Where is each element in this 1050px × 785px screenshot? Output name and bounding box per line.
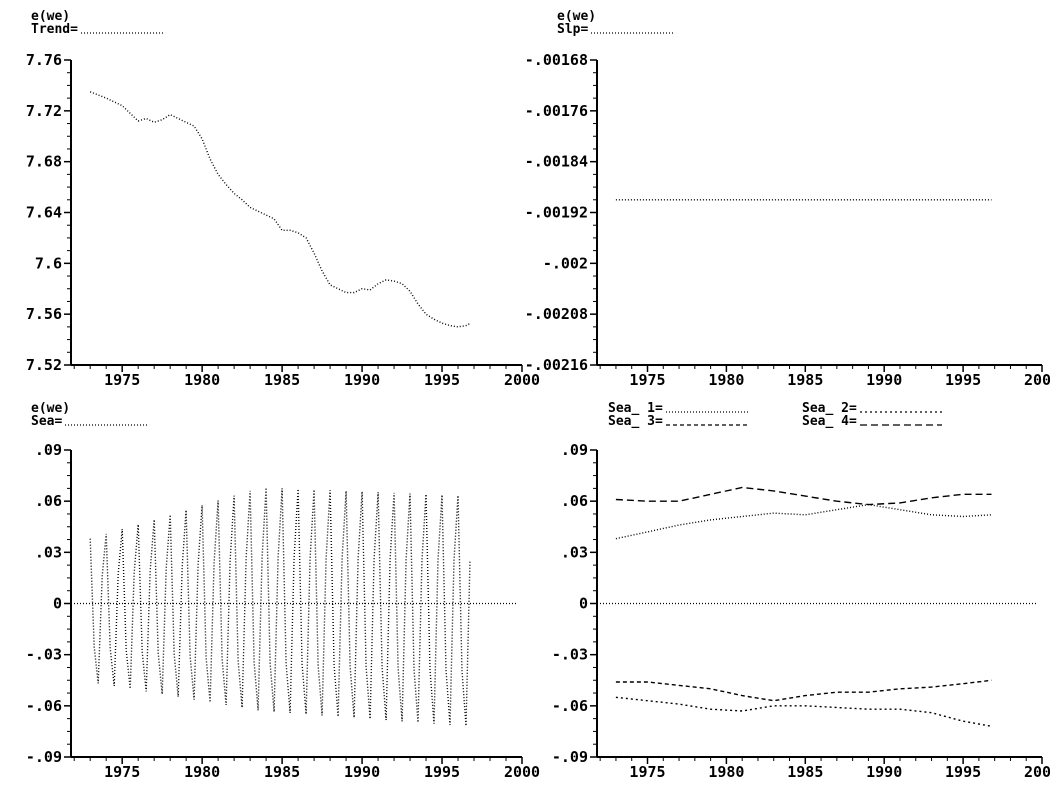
legend-label: Sea_ 3= bbox=[608, 414, 663, 429]
x-tick-label: 1975 bbox=[629, 371, 665, 389]
x-tick-label: 1985 bbox=[787, 371, 823, 389]
y-tick-label: 0 bbox=[53, 595, 62, 613]
y-tick-label: -.00208 bbox=[525, 305, 588, 323]
legend-label: Slp= bbox=[557, 22, 588, 37]
seasonal-series-line bbox=[89, 487, 471, 726]
y-tick-label: -.00216 bbox=[525, 356, 588, 374]
x-tick-label: 1980 bbox=[184, 763, 220, 781]
x-tick-label: 1990 bbox=[866, 763, 902, 781]
chart-header: e(we) bbox=[31, 9, 70, 24]
x-tick-label: 1985 bbox=[787, 763, 823, 781]
y-tick-label: -.09 bbox=[26, 748, 62, 766]
y-tick-label: .09 bbox=[35, 441, 62, 459]
y-tick-label: .03 bbox=[561, 543, 588, 561]
y-tick-label: -.06 bbox=[552, 697, 588, 715]
series-line-1 bbox=[89, 91, 472, 328]
x-tick-label: 1995 bbox=[945, 763, 981, 781]
x-tick-label: 1975 bbox=[104, 763, 140, 781]
chart-header: e(we) bbox=[31, 401, 70, 416]
y-tick-label: 7.52 bbox=[26, 356, 62, 374]
series-line-1 bbox=[615, 503, 992, 540]
x-tick-label: 1985 bbox=[264, 371, 300, 389]
y-tick-label: 7.68 bbox=[26, 153, 62, 171]
x-tick-label: 1995 bbox=[945, 371, 981, 389]
y-tick-label: -.00184 bbox=[525, 153, 588, 171]
x-tick-label: 1995 bbox=[424, 763, 460, 781]
y-tick-label: .03 bbox=[35, 543, 62, 561]
legend-label: Sea_ 1= bbox=[608, 401, 663, 416]
chart-panel-2: e(we)Slp= -.00168 -.00176 -.00184 -.00192 -.0… bbox=[525, 9, 1050, 389]
x-tick-label: 1995 bbox=[424, 371, 460, 389]
charts-root: e(we)Trend=7.767.727.687.647.67.567.5219… bbox=[26, 9, 1050, 781]
series-line-3 bbox=[615, 679, 992, 702]
y-tick-label: -.09 bbox=[552, 748, 588, 766]
x-tick-label: 1990 bbox=[344, 371, 380, 389]
y-tick-label: -.03 bbox=[26, 646, 62, 664]
y-tick-label: -.00192 bbox=[525, 204, 588, 222]
y-tick-label: 7.64 bbox=[26, 204, 62, 222]
y-tick-label: .06 bbox=[561, 492, 588, 510]
x-tick-label: 2000 bbox=[1024, 763, 1050, 781]
x-tick-label: 1985 bbox=[264, 763, 300, 781]
legend-label: Sea_ 4= bbox=[802, 414, 857, 429]
y-tick-label: 7.6 bbox=[35, 254, 62, 272]
y-tick-label: -.002 bbox=[543, 254, 588, 272]
x-tick-label: 1990 bbox=[866, 371, 902, 389]
y-tick-label: 0 bbox=[579, 595, 588, 613]
y-tick-label: -.00176 bbox=[525, 102, 588, 120]
y-tick-label: -.03 bbox=[552, 646, 588, 664]
legend-label: Sea= bbox=[31, 414, 62, 429]
y-tick-label: -.00168 bbox=[525, 51, 588, 69]
y-tick-label: 7.76 bbox=[26, 51, 62, 69]
legend-label: Trend= bbox=[31, 22, 78, 37]
chart-panel-3: e(we)Sea= .09 .06 .03 0 -.03 -.06 -.09 1975 1980 1… bbox=[26, 401, 540, 781]
x-tick-label: 1975 bbox=[104, 371, 140, 389]
x-tick-label: 2000 bbox=[504, 763, 540, 781]
x-tick-label: 1975 bbox=[629, 763, 665, 781]
chart-panel-1: e(we)Trend= 7.76 7.72 7.68 7.64 7.6 7.56 7.52 19… bbox=[26, 9, 540, 389]
y-tick-label: -.06 bbox=[26, 697, 62, 715]
x-tick-label: 2000 bbox=[1024, 371, 1050, 389]
x-tick-label: 1990 bbox=[344, 763, 380, 781]
chart-panel-4: Sea_ 1= Sea_ 2= Sea_ 3= Sea_ 4= .09 .06 .03 0 -.… bbox=[552, 401, 1050, 781]
x-tick-label: 1980 bbox=[708, 763, 744, 781]
x-tick-label: 1980 bbox=[708, 371, 744, 389]
chart-header: e(we) bbox=[557, 9, 596, 24]
y-tick-label: 7.56 bbox=[26, 305, 62, 323]
x-tick-label: 2000 bbox=[504, 371, 540, 389]
series-line-2 bbox=[615, 696, 992, 727]
y-tick-label: .09 bbox=[561, 441, 588, 459]
series-line-4 bbox=[615, 486, 992, 506]
x-tick-label: 1980 bbox=[184, 371, 220, 389]
y-tick-label: 7.72 bbox=[26, 102, 62, 120]
y-tick-label: .06 bbox=[35, 492, 62, 510]
legend-label: Sea_ 2= bbox=[802, 401, 857, 416]
